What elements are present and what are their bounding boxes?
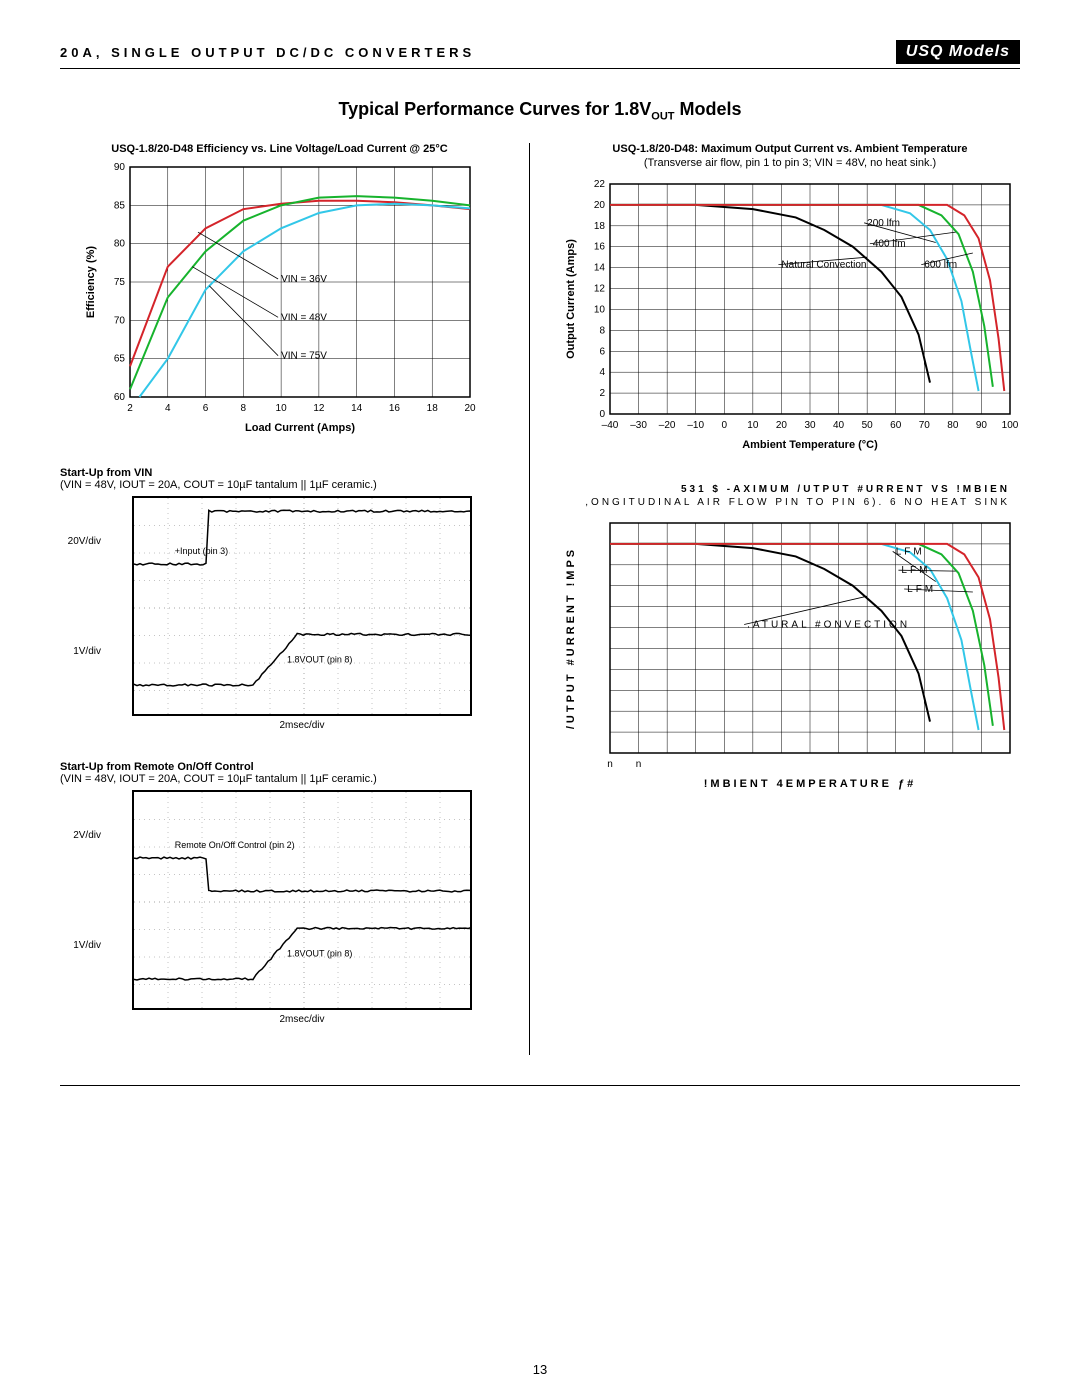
svg-text:80: 80 — [947, 420, 959, 431]
derating-chart-1-svg: –40 –30 –20 –10 0 10 20 30 40 50 60 70 80 90 100 0 2 4 6 8 1… — [560, 174, 1020, 454]
svg-text:90: 90 — [113, 162, 125, 173]
header-left: 20A, SINGLE OUTPUT DC/DC CONVERTERS — [60, 45, 475, 60]
svg-text:14: 14 — [594, 262, 606, 273]
svg-text:8: 8 — [240, 403, 246, 414]
svg-text:Natural Convection: Natural Convection — [781, 259, 866, 270]
derating-chart-2-svg: n n LFM LFM .ATURAL #ONVECTION LFM !MBIENT 4EM… — [560, 513, 1020, 793]
svg-text:0: 0 — [722, 420, 728, 431]
svg-text:12: 12 — [594, 283, 606, 294]
scope1-svg: +Input (pin 3) 1.8VOUT (pin 8) — [132, 496, 472, 716]
svg-text:60: 60 — [113, 392, 125, 403]
svg-text:4: 4 — [599, 367, 605, 378]
svg-text:80: 80 — [113, 238, 125, 249]
svg-text:75: 75 — [113, 277, 125, 288]
svg-text:8: 8 — [599, 325, 605, 336]
svg-text:200 lfm: 200 lfm — [867, 217, 900, 228]
derating-chart-1: USQ-1.8/20-D48: Maximum Output Current v… — [560, 143, 1020, 454]
svg-text:Ambient Temperature (°C): Ambient Temperature (°C) — [742, 439, 878, 451]
svg-text:Output Current (Amps): Output Current (Amps) — [565, 238, 577, 358]
svg-text:600 lfm: 600 lfm — [924, 259, 957, 270]
svg-text:VIN = 36V: VIN = 36V — [281, 274, 327, 285]
svg-text:n: n — [636, 759, 642, 770]
efficiency-chart: USQ-1.8/20-D48 Efficiency vs. Line Volta… — [60, 143, 499, 437]
svg-text:18: 18 — [594, 220, 606, 231]
svg-text:1.8VOUT (pin 8): 1.8VOUT (pin 8) — [287, 948, 352, 958]
svg-text:400 lfm: 400 lfm — [873, 238, 906, 249]
svg-text:2: 2 — [599, 388, 605, 399]
svg-text:Efficiency (%): Efficiency (%) — [85, 245, 97, 317]
svg-text:Remote On/Off Control (pin 2): Remote On/Off Control (pin 2) — [175, 840, 295, 850]
svg-text:60: 60 — [890, 420, 902, 431]
svg-text:100: 100 — [1002, 420, 1019, 431]
efficiency-chart-svg: 2 4 6 8 10 12 14 16 18 20 60 65 70 75 80 85 90 VIN = 36V V… — [80, 157, 480, 437]
svg-text:1.8VOUT (pin 8): 1.8VOUT (pin 8) — [287, 654, 352, 664]
header-right: USQ Models — [896, 40, 1020, 64]
svg-text:VIN = 75V: VIN = 75V — [281, 350, 327, 361]
svg-text:40: 40 — [833, 420, 845, 431]
svg-text:Load Current (Amps): Load Current (Amps) — [245, 422, 355, 434]
svg-text:65: 65 — [113, 353, 125, 364]
svg-text:18: 18 — [426, 403, 438, 414]
footer-rule — [60, 1085, 1020, 1086]
svg-text:2: 2 — [127, 403, 133, 414]
svg-text:–30: –30 — [630, 420, 647, 431]
svg-text:16: 16 — [594, 241, 606, 252]
svg-text:–40: –40 — [602, 420, 619, 431]
derating-chart-2: 531 $ -AXIMUM /UTPUT #URRENT VS !MBIEN ,… — [560, 484, 1020, 793]
column-divider — [529, 143, 530, 1055]
svg-text:+Input (pin 3): +Input (pin 3) — [175, 546, 228, 556]
scope-startup-vin: Start-Up from VIN (VIN = 48V, IOUT = 20A… — [60, 467, 499, 731]
svg-text:!MBIENT 4EMPERATURE ƒ#: !MBIENT 4EMPERATURE ƒ# — [704, 778, 916, 790]
svg-text:20: 20 — [594, 200, 606, 211]
scope2-svg: Remote On/Off Control (pin 2) 1.8VOUT (pi… — [132, 790, 472, 1010]
svg-text:.ATURAL #ONVECTION: .ATURAL #ONVECTION — [747, 619, 910, 630]
svg-text:90: 90 — [976, 420, 988, 431]
svg-text:LFM: LFM — [896, 546, 925, 557]
svg-text:6: 6 — [599, 346, 605, 357]
svg-text:30: 30 — [804, 420, 816, 431]
svg-text:70: 70 — [919, 420, 931, 431]
svg-text:85: 85 — [113, 200, 125, 211]
svg-text:0: 0 — [599, 409, 605, 420]
svg-text:50: 50 — [862, 420, 874, 431]
svg-text:VIN = 48V: VIN = 48V — [281, 312, 327, 323]
svg-text:–10: –10 — [687, 420, 704, 431]
svg-text:/UTPUT #URRENT !MPS: /UTPUT #URRENT !MPS — [565, 546, 577, 728]
left-column: USQ-1.8/20-D48 Efficiency vs. Line Volta… — [60, 143, 499, 1055]
svg-text:70: 70 — [113, 315, 125, 326]
svg-text:16: 16 — [388, 403, 400, 414]
svg-text:LFM: LFM — [907, 584, 936, 595]
svg-text:10: 10 — [594, 304, 606, 315]
page-header: 20A, SINGLE OUTPUT DC/DC CONVERTERS USQ … — [60, 40, 1020, 69]
svg-text:10: 10 — [275, 403, 287, 414]
svg-text:4: 4 — [164, 403, 170, 414]
svg-text:6: 6 — [202, 403, 208, 414]
svg-text:12: 12 — [313, 403, 325, 414]
svg-text:14: 14 — [351, 403, 363, 414]
scope-startup-remote: Start-Up from Remote On/Off Control (VIN… — [60, 761, 499, 1025]
svg-text:LFM: LFM — [901, 565, 930, 576]
svg-text:10: 10 — [747, 420, 759, 431]
svg-text:22: 22 — [594, 179, 606, 190]
main-title: Typical Performance Curves for 1.8VOUT M… — [60, 99, 1020, 123]
page-number: 13 — [0, 1362, 1080, 1377]
svg-text:n: n — [607, 759, 613, 770]
right-column: USQ-1.8/20-D48: Maximum Output Current v… — [560, 143, 1020, 1055]
svg-text:20: 20 — [776, 420, 788, 431]
svg-text:20: 20 — [464, 403, 476, 414]
svg-text:–20: –20 — [659, 420, 676, 431]
